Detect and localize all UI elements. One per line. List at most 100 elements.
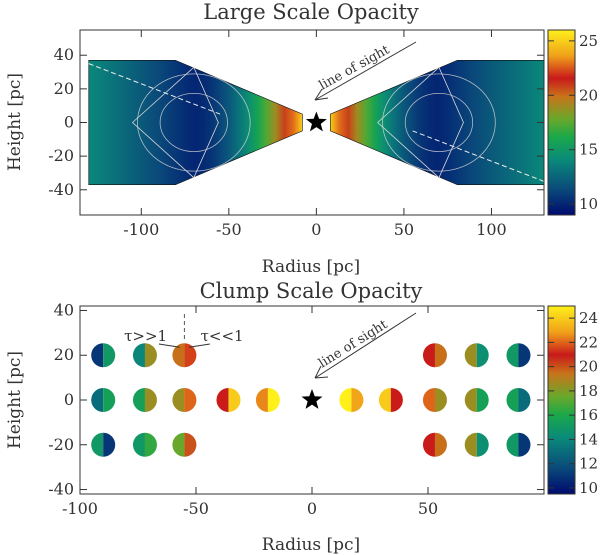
p1-xtick-label: -100 (123, 220, 159, 239)
lobe-contour (159, 93, 228, 152)
p2-ytick-label: 0 (64, 390, 74, 409)
clump (464, 388, 489, 412)
clump-right-half (390, 388, 403, 412)
clump (132, 432, 157, 457)
clump (464, 343, 489, 368)
clump-right-half (434, 343, 447, 368)
clump (172, 388, 197, 412)
cb2-tick-label: 12 (579, 455, 598, 473)
los-arrow-line (314, 41, 417, 101)
los-arrowhead (314, 365, 329, 379)
clump-left-half (506, 432, 519, 457)
clump (422, 343, 447, 368)
clump-left-half (378, 388, 391, 412)
cb2-tick-label: 18 (579, 382, 598, 400)
p1-xtick-label: 0 (311, 220, 321, 239)
los-arrowhead (314, 88, 329, 101)
clump (506, 432, 531, 457)
p2-xtick-label: -100 (62, 499, 98, 518)
clump-left-half (172, 388, 185, 412)
tau-thick-label: τ>>1 (124, 327, 167, 345)
p2-ytick-label: -20 (48, 435, 74, 454)
cb2-tick-label: 22 (579, 333, 598, 351)
clump (464, 432, 489, 457)
clump-right-half (184, 343, 197, 368)
clump (255, 388, 280, 412)
p2-ytick-label: 40 (54, 300, 74, 319)
clump-right-half (184, 432, 197, 457)
clump-right-half (228, 388, 241, 412)
clump-right-half (103, 388, 116, 412)
clump (506, 343, 531, 368)
panel2-ylabel: Height [pc] (5, 351, 25, 449)
cb2-tick-label: 14 (579, 430, 598, 448)
clump-left-half (464, 388, 477, 412)
cb1-tick-label: 25 (579, 32, 598, 50)
clump-left-half (339, 388, 352, 412)
clump (378, 388, 403, 412)
star-marker (301, 389, 323, 409)
p2-xtick-label: 50 (418, 499, 438, 518)
clump-left-half (132, 343, 145, 368)
los-label: line of sight (316, 317, 391, 371)
los-arrow-line (314, 312, 417, 379)
cb1-tick-label: 15 (579, 141, 598, 159)
lobe-right (330, 59, 544, 186)
panel1-ylabel: Height [pc] (5, 73, 25, 171)
los-label: line of sight (317, 42, 393, 93)
clump-right-half (103, 343, 116, 368)
panel1-title: Large Scale Opacity (203, 0, 419, 24)
clump-right-half (476, 388, 489, 412)
clump (339, 388, 364, 412)
clump-right-half (351, 388, 364, 412)
clump-right-half (434, 388, 447, 412)
clump-left-half (506, 343, 519, 368)
lobe-contour (382, 73, 496, 172)
p2-xtick-label: 0 (307, 499, 317, 518)
p1-xtick-label: -50 (216, 220, 242, 239)
p2-ytick-label: 20 (54, 345, 74, 364)
clump-right-half (518, 388, 531, 412)
p1-ytick-label: 20 (54, 79, 74, 98)
p2-xtick-label: -50 (183, 499, 209, 518)
tau-thin-label: τ<<1 (201, 327, 244, 345)
clump-right-half (144, 343, 157, 368)
lobe-contour (404, 93, 474, 152)
cb2-tick-label: 20 (579, 358, 598, 376)
clump-right-half (434, 432, 447, 457)
clump-left-half (91, 388, 104, 412)
clump-left-half (91, 432, 104, 457)
tau-pointer-right (188, 343, 210, 348)
clump-left-half (506, 388, 519, 412)
lobe-contour-inner (377, 66, 464, 179)
p1-xtick-label: 100 (476, 220, 507, 239)
clump-left-half (422, 343, 435, 368)
clump-left-half (255, 388, 268, 412)
tau-pointer-left (158, 343, 180, 348)
clump-left-half (132, 432, 145, 457)
panel2-colorbar (547, 305, 576, 495)
star-marker (305, 111, 327, 132)
clump (132, 343, 157, 368)
clump-right-half (518, 343, 531, 368)
clump-right-half (476, 343, 489, 368)
large-scale-panel: Large Scale Opacity -100 -50 0 50 100 -40 -20 0… (5, 0, 598, 277)
clump-scale-panel: Clump Scale Opacity -100 -50 0 50 -40 -20 0 20 4… (5, 279, 598, 555)
clump (172, 432, 197, 457)
clump (506, 388, 531, 412)
clump-left-half (172, 343, 185, 368)
clump (422, 388, 447, 412)
clump-right-half (518, 432, 531, 457)
clump-left-half (422, 388, 435, 412)
p2-ytick-label: -40 (48, 480, 74, 499)
clump (216, 388, 241, 412)
clump-right-half (184, 388, 197, 412)
clump-left-half (464, 343, 477, 368)
clump-right-half (476, 432, 489, 457)
panel1-colorbar (547, 29, 576, 216)
clump-left-half (422, 432, 435, 457)
panel1-xlabel: Radius [pc] (262, 257, 360, 277)
cb1-tick-label: 10 (579, 195, 598, 213)
p1-ytick-label: 0 (64, 113, 74, 132)
